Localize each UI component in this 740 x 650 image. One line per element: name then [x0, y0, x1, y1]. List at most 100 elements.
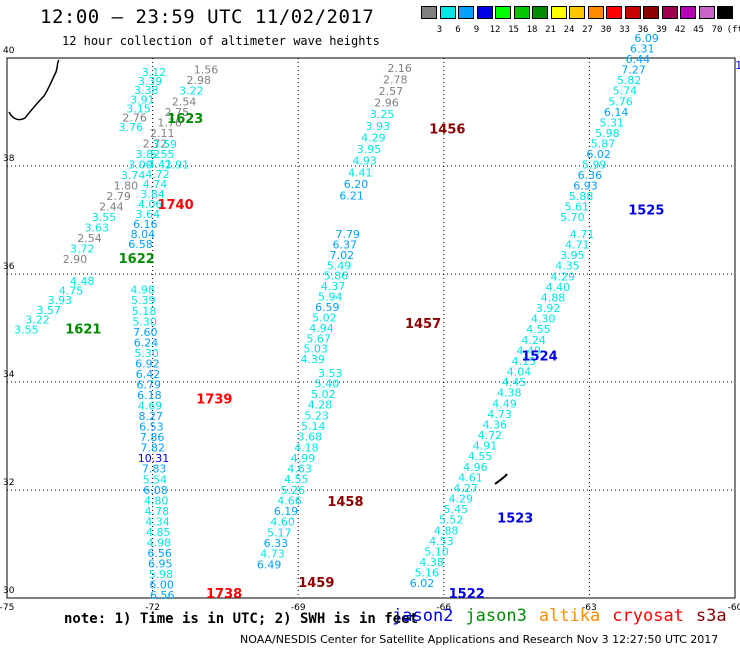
wave-height-value: 5.87: [591, 137, 616, 150]
legend-swatch: [661, 6, 678, 19]
wave-height-value: 4.29: [550, 270, 575, 283]
satellite-legend-item: jason3: [465, 606, 527, 626]
page-subtitle: 12 hour collection of altimeter wave hei…: [62, 34, 380, 48]
wave-height-value: 4.37: [321, 280, 346, 293]
legend-swatch-label: 21: [545, 25, 556, 35]
wave-height-value: 3.95: [560, 249, 585, 262]
wave-height-value: 5.86: [324, 270, 349, 283]
wave-height-value: 4.40: [546, 281, 571, 294]
satellite-legend: jason2 jason3 altika cryosat s3a: [392, 606, 739, 626]
wave-height-value: 3.95: [357, 143, 382, 156]
pass-time-label: 1740: [157, 198, 193, 213]
wave-height-value: 1.56: [194, 64, 219, 77]
wave-height-value: 4.36: [483, 418, 508, 431]
legend-swatch: [569, 6, 585, 19]
wave-height-value: 6.59: [315, 301, 340, 314]
wave-height-value: 5.03: [303, 343, 328, 356]
wave-height-value: 3.82: [135, 148, 160, 161]
wave-height-value: 3.55: [92, 211, 117, 224]
satellite-legend-item: s3a: [695, 606, 727, 626]
wave-height-value: 2.75: [165, 106, 190, 119]
pass-time-label: 1525: [628, 204, 664, 219]
wave-height-value: 15: [735, 59, 740, 72]
wave-height-value: 5.31: [599, 116, 624, 129]
wave-height-value: 2.79: [106, 190, 131, 203]
wave-height-value: 3.63: [85, 222, 110, 235]
satellite-legend-item: jason2: [392, 606, 454, 626]
wave-height-value: 3.72: [70, 243, 95, 256]
wave-height-value: 6.36: [578, 169, 603, 182]
wave-height-value: 4.73: [260, 548, 285, 561]
wave-height-value: 4.39: [301, 353, 326, 366]
legend-swatch: [495, 6, 511, 19]
wave-height-value: 4.29: [361, 131, 386, 144]
wave-height-value: 5.94: [318, 291, 343, 304]
wave-height-value: 2.78: [383, 73, 408, 86]
wave-height-value: 4.75: [59, 285, 84, 298]
wave-height-value: 5.61: [565, 201, 590, 214]
wave-height-value: 6.37: [333, 238, 358, 251]
wave-height-value: 5.70: [560, 211, 585, 224]
wave-height-value: 4.41: [348, 166, 373, 179]
coastline: [8, 59, 60, 121]
wave-height-value: 4.30: [531, 313, 556, 326]
pass-time-label: 1456: [429, 123, 465, 138]
x-tick-label: -75: [0, 603, 14, 613]
wave-height-value: 7.86: [140, 431, 165, 444]
wave-height-value: 5.99: [582, 158, 607, 171]
wave-height-value: 6.16: [133, 218, 158, 231]
wave-height-value: 4.99: [291, 452, 316, 465]
wave-height-value: 4.94: [309, 322, 334, 335]
legend-swatch: [587, 6, 604, 19]
wave-height-value: 4.93: [352, 155, 377, 168]
legend-swatch: [680, 6, 696, 19]
wave-height-value: 4.38: [497, 387, 522, 400]
page-title: 12:00 – 23:59 UTC 11/02/2017: [40, 6, 375, 28]
wave-height-value: 3.12: [142, 66, 167, 79]
wave-height-value: 3.25: [370, 108, 395, 121]
wave-height-value: 6.08: [143, 484, 168, 497]
wave-height-value: 6.79: [136, 378, 161, 391]
wave-height-value: 6.92: [135, 357, 160, 370]
wave-height-value: 5.26: [281, 484, 306, 497]
x-tick-label: -72: [145, 603, 160, 613]
wave-height-value: 4.55: [284, 473, 309, 486]
wave-height-value: 4.73: [487, 408, 512, 421]
wave-height-value: 6.56: [150, 589, 175, 602]
wave-height-value: 3.74: [121, 169, 146, 182]
wave-height-value: 5.54: [143, 473, 168, 486]
wave-height-value: 5.67: [306, 332, 331, 345]
wave-height-value: 5.40: [315, 377, 340, 390]
wave-height-value: 2.11: [150, 127, 175, 140]
y-tick-label: 32: [3, 478, 14, 488]
satellite-legend-item: altika: [538, 606, 601, 626]
wave-height-value: 5.14: [301, 420, 326, 433]
wave-height-value: 4.78: [145, 505, 170, 518]
wave-height-value: 3.57: [36, 304, 61, 317]
legend-swatch: [476, 6, 493, 19]
x-tick-label: -69: [291, 603, 306, 613]
legend-swatch: [532, 6, 548, 19]
wave-height-value: 4.85: [146, 526, 171, 539]
wave-height-value: 5.02: [311, 388, 336, 401]
wave-height-value: 4.49: [516, 344, 541, 357]
pass-time-label: 1621: [65, 322, 101, 337]
wave-height-value: 6.49: [257, 558, 282, 571]
legend-unit: (ft): [726, 25, 740, 35]
wave-height-value: 4.98: [147, 536, 172, 549]
wave-height-value: 4.74: [143, 178, 168, 191]
wave-height-value: 2.91: [165, 159, 190, 172]
wave-height-value: 4.53: [429, 535, 454, 548]
wave-height-value: 4.27: [453, 482, 478, 495]
wave-height-value: 7.60: [133, 326, 158, 339]
wave-height-value: 3.53: [318, 367, 343, 380]
wave-height-value: 6.02: [410, 577, 435, 590]
wave-height-value: 5.30: [134, 347, 159, 360]
legend-swatch: [550, 6, 567, 19]
wave-height-value: 2.96: [374, 97, 399, 110]
wave-height-value: 6.14: [604, 106, 629, 119]
wave-height-value: 3.64: [135, 208, 160, 221]
pass-time-label: 1739: [196, 393, 232, 408]
legend-swatch-label: 45: [693, 25, 704, 35]
wave-height-value: 3.84: [140, 188, 165, 201]
